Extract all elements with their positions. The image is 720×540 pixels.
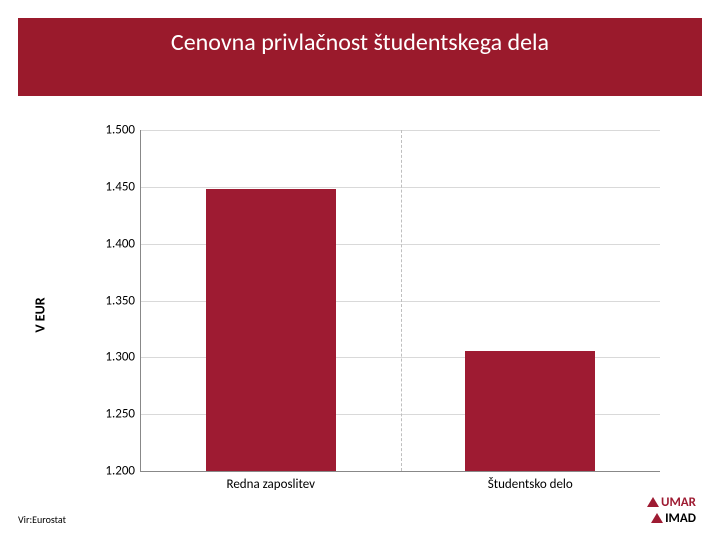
y-tick-label: 1.300	[105, 350, 135, 365]
x-tick-label: Študentsko delo	[488, 477, 573, 492]
logo-line2: IMAD	[665, 511, 696, 526]
source-citation: Vir:Eurostat	[18, 513, 66, 526]
logo-line1: UMAR	[661, 495, 696, 510]
logo-mark-icon	[647, 497, 659, 507]
y-tick-label: 1.400	[105, 236, 135, 251]
chart-container: V EUR 1.2001.2501.3001.3501.4001.4501.50…	[60, 130, 660, 500]
y-tick-label: 1.200	[105, 464, 135, 479]
category-divider	[401, 130, 402, 471]
bar	[206, 189, 336, 471]
x-tick-label: Redna zaposlitev	[227, 477, 316, 492]
plot-area: 1.2001.2501.3001.3501.4001.4501.500Redna…	[140, 130, 660, 472]
slide: Cenovna privlačnost študentskega dela V …	[0, 0, 720, 540]
y-axis-title: V EUR	[32, 297, 49, 332]
y-tick-label: 1.350	[105, 293, 135, 308]
bar	[465, 351, 595, 471]
slide-title: Cenovna privlačnost študentskega dela	[171, 28, 549, 57]
header-band: Cenovna privlačnost študentskega dela	[18, 18, 702, 96]
y-tick-label: 1.250	[105, 407, 135, 422]
brand-logo: UMAR IMAD	[647, 494, 696, 526]
y-tick-label: 1.500	[105, 123, 135, 138]
logo-mark-icon	[651, 513, 663, 523]
y-tick-label: 1.450	[105, 179, 135, 194]
